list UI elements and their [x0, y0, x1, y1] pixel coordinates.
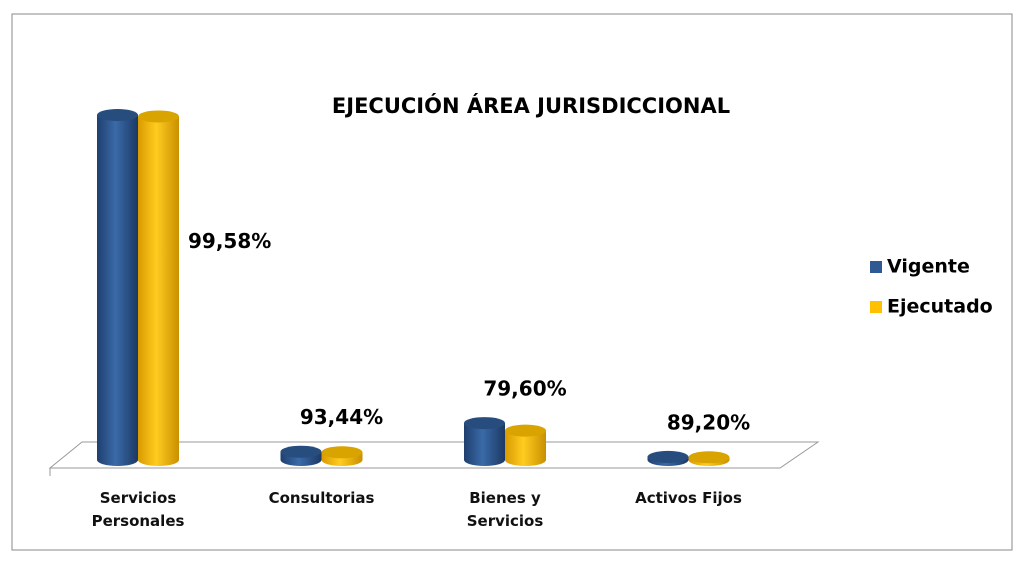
percentage-label: 99,58% — [188, 229, 271, 253]
cylinder-top — [647, 450, 689, 463]
legend-swatch — [870, 261, 882, 273]
cylinder-top — [505, 424, 546, 437]
cylinder — [505, 430, 546, 467]
x-tick-label: Activos Fijos — [635, 489, 742, 507]
x-tick-label: Bienes y Servicios — [466, 489, 544, 530]
percentage-label: 93,44% — [300, 405, 383, 429]
cylinder-top — [464, 417, 505, 430]
cylinder-top — [280, 445, 322, 458]
legend-label: Ejecutado — [887, 296, 993, 318]
legend-label: Vigente — [887, 256, 970, 278]
cylinder — [138, 116, 179, 466]
chart-title: EJECUCIÓN ÁREA JURISDICCIONAL — [332, 93, 730, 118]
percentage-label: 89,20% — [667, 410, 750, 434]
legend-swatch — [870, 301, 882, 313]
cylinder-top — [138, 110, 179, 123]
x-tick-label: Consultorias — [268, 489, 375, 507]
cylinder — [97, 115, 138, 467]
cylinder-top — [321, 446, 363, 459]
cylinder — [464, 423, 505, 467]
x-tick-label: Servicios Personales — [91, 489, 185, 530]
floor — [48, 441, 820, 469]
cylinder-top — [688, 451, 730, 464]
percentage-label: 79,60% — [483, 377, 566, 401]
cylinder-top — [97, 109, 138, 121]
